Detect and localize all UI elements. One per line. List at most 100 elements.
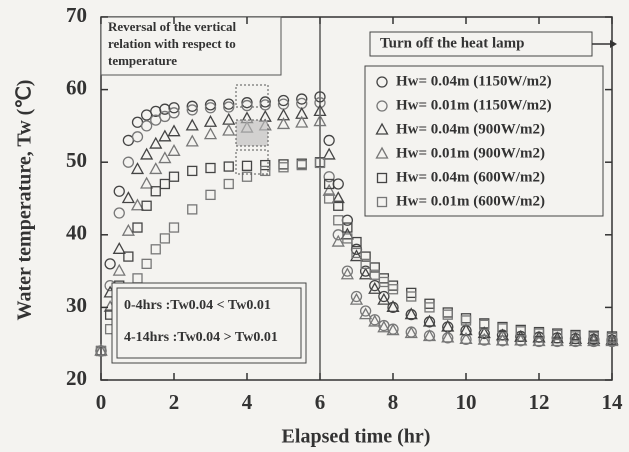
y-tick-label: 20 (66, 366, 87, 390)
marker (187, 165, 198, 177)
marker (369, 269, 380, 280)
marker (422, 329, 437, 342)
legend-marker (375, 146, 389, 159)
marker (442, 309, 453, 320)
legend-marker (376, 76, 388, 88)
marker (123, 251, 134, 262)
highlight-box (235, 84, 269, 108)
marker (422, 314, 437, 327)
marker (121, 191, 135, 204)
marker (168, 222, 180, 233)
marker (605, 332, 619, 345)
marker (222, 123, 236, 136)
marker (406, 291, 417, 302)
marker (424, 302, 435, 313)
marker (131, 131, 144, 143)
marker (368, 281, 382, 294)
marker (377, 320, 391, 333)
legend-label: Hw= 0.01m (600W/m2) (396, 193, 545, 209)
marker (260, 159, 271, 171)
annotation-box (369, 31, 593, 57)
highlight-box (235, 149, 269, 175)
marker (404, 307, 418, 320)
marker (323, 178, 335, 190)
x-axis-label: Elapsed time (hr) (282, 426, 431, 448)
marker (459, 331, 473, 344)
marker (441, 330, 455, 343)
marker (404, 326, 418, 339)
marker (368, 314, 382, 327)
marker (168, 102, 180, 114)
marker (568, 331, 583, 344)
marker (295, 115, 309, 128)
marker (113, 207, 125, 219)
marker (323, 134, 335, 147)
marker (140, 176, 154, 189)
x-tick-label: 2 (169, 390, 180, 414)
marker (132, 222, 143, 233)
marker (150, 244, 161, 255)
marker (378, 276, 390, 288)
marker (223, 101, 235, 113)
legend-marker (376, 172, 388, 184)
marker (167, 143, 181, 156)
marker (349, 249, 364, 262)
legend-label: Hw= 0.01m (900W/m2) (396, 145, 545, 161)
marker (158, 151, 172, 164)
legend-label: Hw= 0.01m (1150W/m2) (396, 97, 552, 113)
marker (514, 333, 528, 346)
annotation-box (100, 16, 282, 76)
marker (241, 171, 253, 182)
marker (378, 290, 390, 303)
marker (241, 160, 253, 171)
marker (296, 93, 308, 105)
marker (532, 334, 546, 347)
marker (149, 136, 163, 149)
marker (314, 97, 326, 109)
marker (158, 129, 172, 142)
marker (203, 127, 218, 140)
marker (95, 345, 107, 357)
marker (186, 104, 198, 116)
marker (140, 147, 154, 160)
marker (495, 328, 510, 341)
marker (223, 98, 235, 110)
marker (331, 191, 345, 204)
marker (460, 315, 472, 326)
marker (205, 162, 216, 174)
marker (314, 91, 326, 103)
marker (149, 162, 163, 175)
marker (104, 258, 116, 270)
marker (278, 162, 289, 173)
marker (588, 332, 599, 343)
plot-frame (100, 16, 613, 381)
marker (322, 147, 336, 160)
marker (331, 234, 345, 247)
marker (112, 263, 126, 276)
marker (333, 200, 344, 211)
marker (359, 305, 372, 317)
marker (351, 247, 362, 259)
marker (386, 300, 400, 313)
marker (314, 157, 326, 169)
marker (112, 241, 126, 254)
annotation-box (111, 282, 307, 364)
x-tick-label: 6 (315, 390, 326, 414)
marker (515, 326, 526, 337)
marker (277, 94, 290, 107)
marker (168, 171, 180, 182)
marker (497, 323, 508, 334)
marker (341, 265, 354, 277)
legend-marker (376, 196, 388, 208)
marker (130, 198, 145, 211)
annotation: Turn off the heat lamp (380, 35, 524, 51)
legend-label: Hw= 0.04m (900W/m2) (396, 121, 545, 137)
marker (276, 117, 291, 130)
y-tick-label: 70 (66, 3, 87, 27)
legend-label: Hw= 0.04m (600W/m2) (396, 169, 545, 185)
x-tick-label: 14 (602, 390, 624, 414)
marker (113, 185, 125, 197)
marker (185, 134, 199, 147)
marker (479, 319, 490, 330)
